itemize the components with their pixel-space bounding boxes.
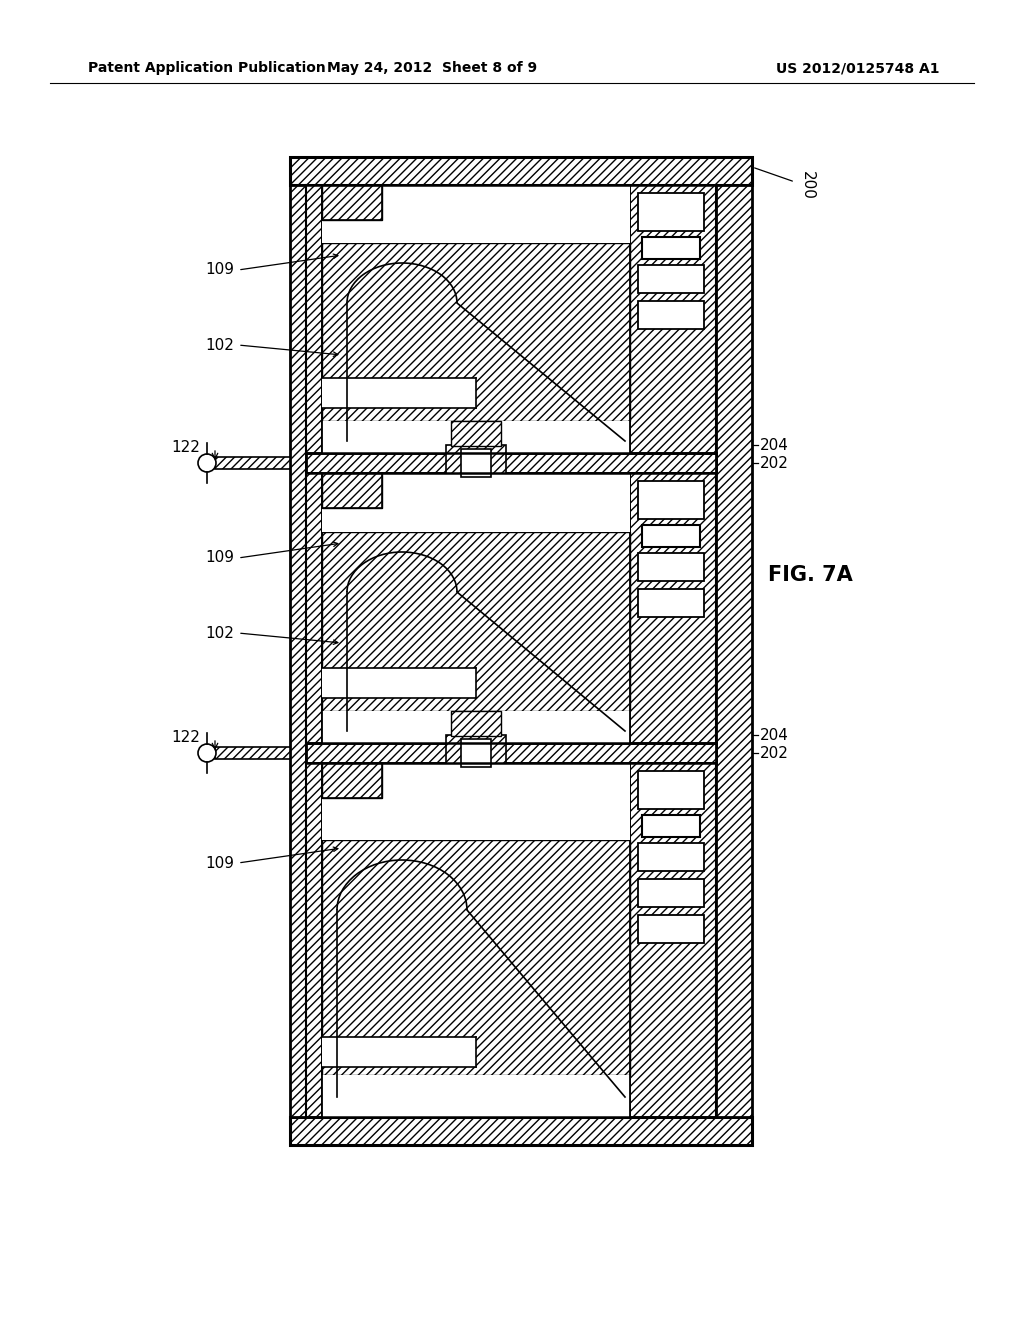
- Text: 202: 202: [760, 746, 788, 760]
- Bar: [215, 747, 290, 759]
- Circle shape: [198, 744, 216, 762]
- Circle shape: [198, 454, 216, 473]
- Bar: [322, 473, 630, 532]
- Bar: [322, 711, 630, 743]
- Bar: [322, 1074, 630, 1117]
- Bar: [290, 1117, 752, 1144]
- Bar: [322, 185, 382, 220]
- Bar: [642, 238, 700, 259]
- Text: 200: 200: [800, 170, 815, 199]
- Bar: [306, 453, 716, 473]
- Bar: [322, 1038, 476, 1067]
- Bar: [638, 843, 705, 871]
- Bar: [716, 185, 752, 1117]
- Bar: [638, 589, 705, 616]
- Text: 102: 102: [206, 626, 234, 640]
- Bar: [322, 668, 476, 698]
- Bar: [322, 840, 630, 1074]
- Bar: [638, 771, 705, 809]
- Text: 204: 204: [760, 727, 788, 742]
- Bar: [638, 301, 705, 329]
- Bar: [306, 763, 322, 1117]
- Text: 122: 122: [171, 441, 200, 455]
- Text: May 24, 2012  Sheet 8 of 9: May 24, 2012 Sheet 8 of 9: [327, 61, 537, 75]
- Bar: [290, 157, 752, 185]
- Bar: [461, 449, 490, 477]
- Bar: [630, 473, 716, 743]
- Bar: [322, 185, 630, 243]
- Bar: [630, 185, 716, 453]
- Bar: [322, 532, 630, 711]
- Bar: [322, 378, 476, 408]
- Bar: [306, 473, 322, 743]
- Bar: [322, 763, 630, 840]
- Bar: [290, 185, 306, 1117]
- Text: US 2012/0125748 A1: US 2012/0125748 A1: [776, 61, 940, 75]
- Bar: [638, 915, 705, 942]
- Bar: [322, 185, 630, 243]
- Bar: [642, 814, 700, 837]
- Bar: [322, 763, 630, 840]
- Bar: [306, 743, 716, 763]
- Bar: [638, 480, 705, 519]
- Bar: [306, 185, 322, 453]
- Bar: [461, 739, 490, 767]
- Bar: [630, 763, 716, 1117]
- Bar: [638, 879, 705, 907]
- Text: 204: 204: [760, 437, 788, 453]
- Bar: [638, 553, 705, 581]
- Bar: [451, 421, 501, 446]
- Bar: [451, 711, 501, 737]
- Text: Patent Application Publication: Patent Application Publication: [88, 61, 326, 75]
- Text: FIG. 7A: FIG. 7A: [768, 565, 852, 585]
- Text: 102: 102: [206, 338, 234, 352]
- Text: 109: 109: [206, 855, 234, 870]
- Bar: [322, 763, 382, 799]
- Bar: [446, 735, 506, 771]
- Text: 122: 122: [171, 730, 200, 746]
- Text: 109: 109: [206, 550, 234, 565]
- Bar: [446, 445, 506, 480]
- Bar: [322, 243, 630, 421]
- Bar: [638, 265, 705, 293]
- Bar: [322, 421, 630, 453]
- Text: 109: 109: [206, 263, 234, 277]
- Bar: [215, 457, 290, 469]
- Text: 202: 202: [760, 455, 788, 470]
- Bar: [642, 525, 700, 546]
- Bar: [322, 473, 382, 508]
- Bar: [638, 193, 705, 231]
- Bar: [322, 473, 630, 532]
